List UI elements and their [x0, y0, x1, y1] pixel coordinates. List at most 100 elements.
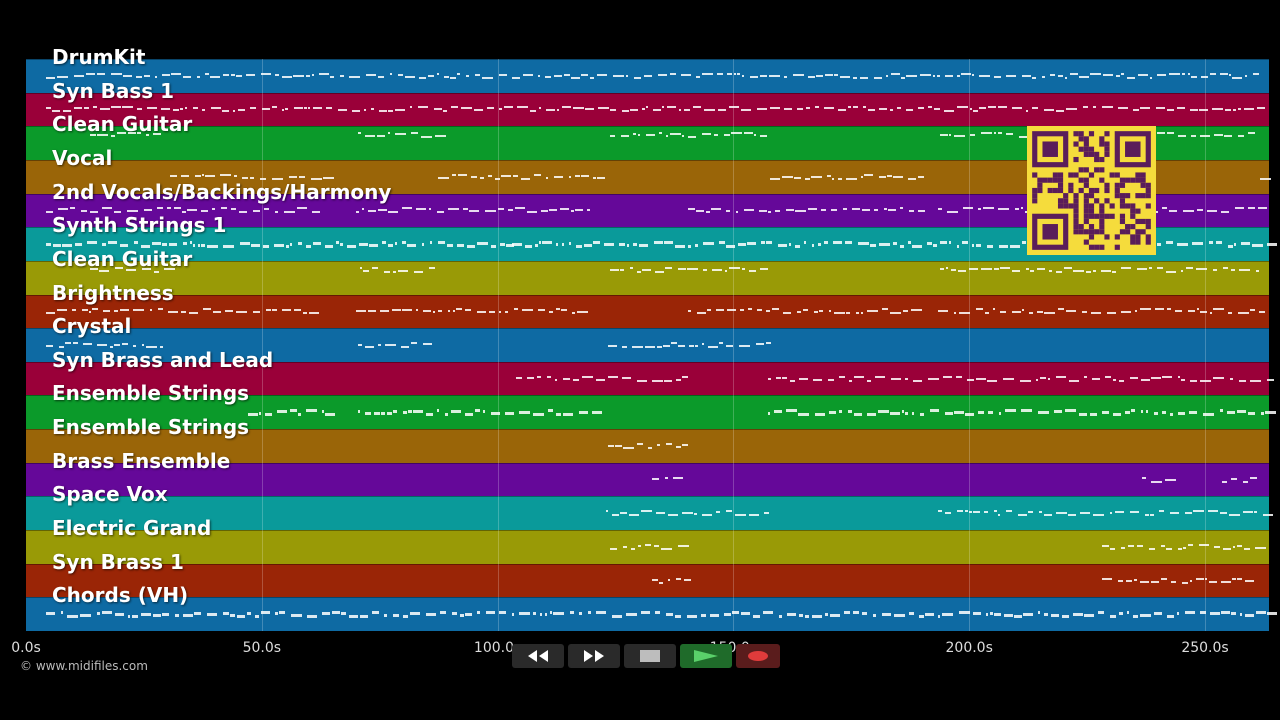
- note: [965, 510, 968, 513]
- track-row[interactable]: [26, 530, 1269, 564]
- note: [1209, 241, 1213, 245]
- note: [102, 207, 112, 210]
- note: [1200, 135, 1210, 138]
- note: [541, 210, 548, 213]
- track-row[interactable]: [26, 260, 1269, 295]
- note: [1186, 266, 1193, 269]
- track-row[interactable]: [26, 92, 1269, 127]
- note: [117, 132, 126, 135]
- note: [422, 243, 424, 247]
- note: [833, 241, 842, 245]
- note: [976, 308, 983, 311]
- note: [548, 409, 553, 413]
- note: [393, 410, 397, 414]
- note: [189, 312, 198, 315]
- note: [782, 376, 787, 379]
- note: [1170, 413, 1173, 417]
- note: [933, 244, 937, 248]
- note: [1006, 510, 1012, 513]
- note: [862, 209, 870, 212]
- note: [384, 614, 387, 618]
- note: [593, 176, 596, 179]
- note: [97, 344, 107, 346]
- qr-code: [1027, 126, 1156, 255]
- note: [563, 377, 570, 380]
- note: [161, 108, 170, 111]
- note: [167, 207, 171, 210]
- note: [1243, 511, 1253, 514]
- note: [298, 242, 302, 246]
- note: [261, 611, 270, 615]
- note: [610, 109, 616, 112]
- note: [304, 107, 307, 110]
- note: [726, 510, 732, 513]
- note: [671, 342, 677, 344]
- note: [501, 174, 511, 177]
- note: [220, 173, 231, 176]
- track-row[interactable]: [26, 361, 1269, 396]
- note: [638, 544, 641, 547]
- note: [212, 208, 215, 211]
- note: [1227, 411, 1235, 415]
- note: [1189, 411, 1197, 415]
- note: [1229, 514, 1240, 517]
- note: [954, 312, 956, 315]
- note: [434, 108, 442, 111]
- note: [393, 270, 396, 273]
- note: [1259, 311, 1265, 314]
- track-row[interactable]: [26, 563, 1269, 598]
- note: [1157, 243, 1161, 247]
- note: [648, 446, 652, 449]
- note: [588, 611, 591, 615]
- note: [663, 345, 670, 347]
- note: [811, 175, 822, 178]
- note: [194, 612, 201, 616]
- note: [1107, 312, 1116, 315]
- note: [1012, 107, 1022, 110]
- note: [1149, 266, 1152, 269]
- note: [306, 409, 317, 413]
- note: [596, 611, 606, 615]
- track-row[interactable]: [26, 429, 1269, 463]
- note: [778, 244, 787, 248]
- note: [1141, 378, 1150, 381]
- note: [499, 311, 501, 314]
- fast-forward-button[interactable]: [568, 644, 620, 668]
- note: [654, 544, 659, 547]
- note: [947, 211, 958, 214]
- note: [718, 109, 726, 112]
- record-button[interactable]: [736, 644, 780, 668]
- note: [522, 309, 533, 312]
- note: [1010, 245, 1020, 249]
- note: [623, 545, 627, 548]
- track-row[interactable]: [26, 328, 1269, 362]
- note: [477, 242, 488, 246]
- note: [465, 413, 473, 417]
- rewind-button[interactable]: [512, 644, 564, 668]
- note: [626, 74, 628, 77]
- note: [1006, 133, 1013, 136]
- note: [1068, 514, 1076, 517]
- play-button[interactable]: [680, 644, 732, 668]
- track-row[interactable]: [26, 462, 1269, 497]
- note: [157, 207, 163, 210]
- note: [1267, 243, 1277, 247]
- note: [596, 378, 605, 381]
- note: [364, 109, 366, 112]
- stop-button[interactable]: [624, 644, 676, 668]
- track-label: Brightness: [52, 280, 174, 305]
- note: [1171, 580, 1176, 583]
- note: [763, 611, 773, 615]
- note: [652, 578, 658, 581]
- track-row[interactable]: [26, 294, 1269, 329]
- track-label: DrumKit: [52, 45, 146, 69]
- note: [201, 210, 208, 213]
- note: [654, 241, 663, 245]
- note: [1231, 612, 1236, 616]
- note: [515, 207, 525, 210]
- note: [805, 615, 809, 619]
- note: [1019, 136, 1028, 139]
- note: [1154, 412, 1158, 416]
- note: [1121, 311, 1131, 314]
- note: [275, 612, 278, 616]
